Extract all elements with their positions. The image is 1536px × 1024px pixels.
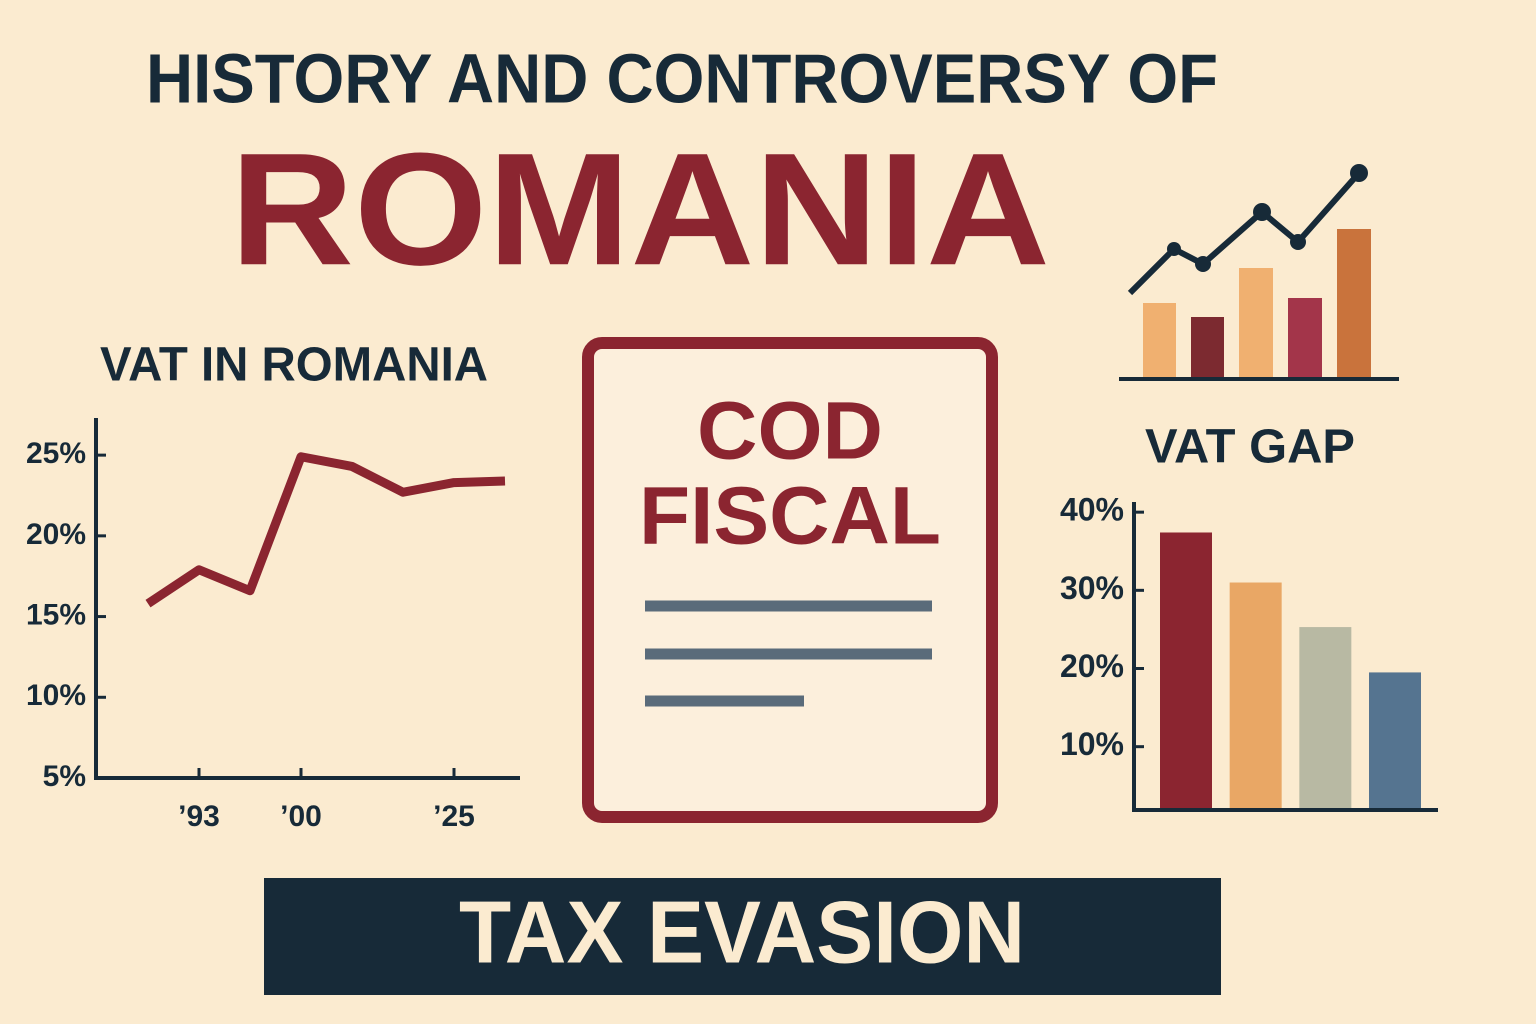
- document: COD FISCAL: [582, 337, 998, 823]
- document-title: FISCAL: [639, 471, 941, 562]
- icon-dot: [1350, 164, 1368, 182]
- icon-bar: [1239, 268, 1273, 378]
- banner-text: TAX EVASION: [459, 882, 1025, 981]
- x-tick-label: ’00: [280, 800, 322, 833]
- icon-dot: [1290, 234, 1306, 250]
- bar: [1160, 532, 1212, 810]
- y-tick-label: 20%: [26, 518, 86, 551]
- bar: [1299, 627, 1352, 810]
- subject: ROMANIA: [230, 119, 1050, 298]
- chart-title: VAT GAP: [1145, 421, 1355, 474]
- icon-line: [1127, 171, 1362, 296]
- icon-bar: [1143, 303, 1176, 378]
- icon-bar: [1191, 317, 1224, 378]
- y-tick-label: 10%: [1060, 726, 1124, 762]
- y-tick-label: 5%: [43, 760, 86, 793]
- icon-dot: [1195, 256, 1211, 272]
- y-tick-label: 20%: [1060, 648, 1124, 684]
- chart-icon: [1119, 164, 1399, 381]
- y-tick-label: 30%: [1060, 570, 1124, 606]
- x-tick-label: ’93: [178, 800, 220, 833]
- banner: [264, 878, 1221, 995]
- y-tick-label: 10%: [26, 679, 86, 712]
- bar: [1229, 582, 1282, 810]
- icon-bar: [1288, 298, 1322, 378]
- icon-dot: [1253, 203, 1271, 221]
- line: [145, 452, 506, 608]
- y-tick-label: 15%: [26, 598, 86, 631]
- document-title: COD: [697, 386, 883, 477]
- title: HISTORY AND CONTROVERSY OF: [146, 39, 1218, 117]
- chart-title: VAT IN ROMANIA: [100, 339, 488, 392]
- x-tick-label: ’25: [433, 800, 475, 833]
- icon-bar: [1337, 229, 1371, 378]
- y-tick-label: 40%: [1060, 492, 1124, 528]
- icon-dot: [1167, 242, 1181, 256]
- y-tick-label: 25%: [26, 437, 86, 470]
- bar: [1369, 672, 1421, 810]
